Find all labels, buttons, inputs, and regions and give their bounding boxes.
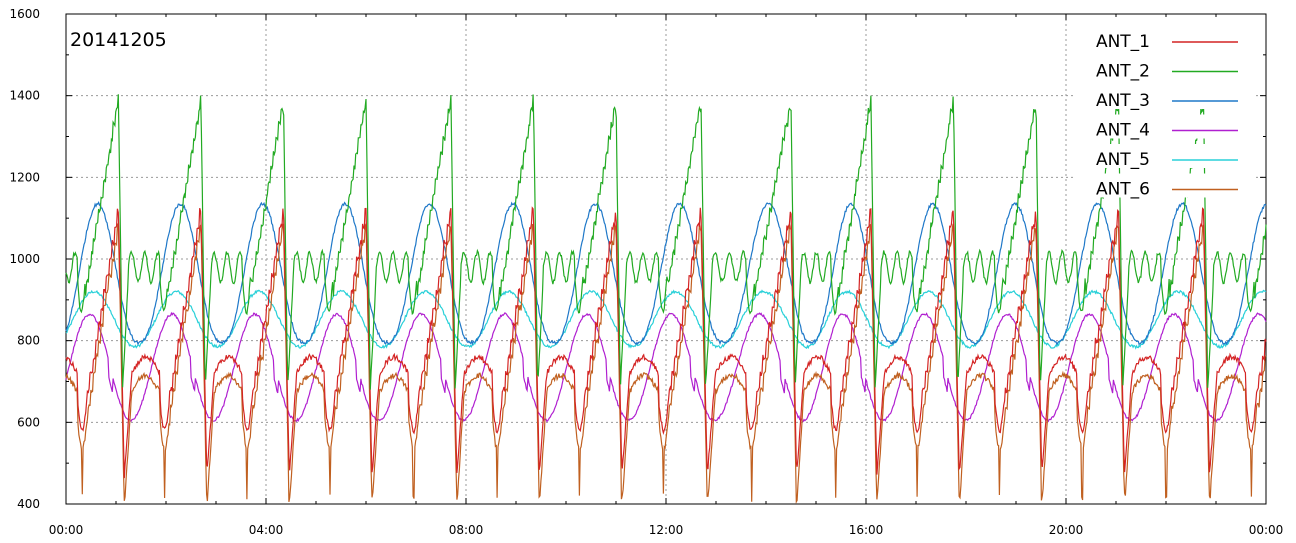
legend: ANT_1 ANT_2 ANT_3 ANT_4 ANT_5 ANT_6 (1074, 26, 1254, 200)
legend-label: ANT_1 (1096, 32, 1150, 52)
legend-label: ANT_5 (1096, 150, 1150, 170)
chart-title: 20141205 (70, 29, 167, 51)
legend-label: ANT_2 (1096, 62, 1150, 82)
series-line-ant-6 (65, 222, 1267, 504)
legend-label: ANT_4 (1096, 121, 1150, 141)
y-tick-label: 1000 (9, 252, 40, 266)
series-line-ant-1 (65, 206, 1267, 479)
legend-label: ANT_6 (1096, 180, 1150, 200)
y-tick-label: 1600 (9, 7, 40, 21)
x-tick-label: 20:00 (1049, 523, 1084, 537)
legend-bg (1074, 144, 1254, 168)
legend-label: ANT_3 (1096, 91, 1150, 111)
series-line-ant-3 (65, 200, 1267, 347)
legend-bg (1074, 26, 1254, 50)
y-tick-label: 1200 (9, 170, 40, 184)
x-tick-label: 00:00 (1249, 523, 1284, 537)
x-tick-label: 12:00 (649, 523, 684, 537)
y-tick-label: 1400 (9, 89, 40, 103)
y-tick-label: 800 (17, 334, 40, 348)
legend-bg (1074, 55, 1254, 80)
legend-bg (1074, 173, 1254, 198)
y-tick-label: 400 (17, 497, 40, 511)
x-tick-label: 08:00 (449, 523, 484, 537)
x-tick-label: 04:00 (249, 523, 284, 537)
x-tick-label: 16:00 (849, 523, 884, 537)
legend-bg (1074, 114, 1254, 139)
x-tick-label: 00:00 (49, 523, 84, 537)
legend-bg (1074, 85, 1254, 109)
series-layer (65, 94, 1267, 504)
axes: 400 600 800 1000 1200 1400 1600 00:00 04:00 08:00… (9, 7, 1283, 537)
y-tick-label: 600 (17, 415, 40, 429)
series-line-ant-2 (65, 94, 1267, 390)
